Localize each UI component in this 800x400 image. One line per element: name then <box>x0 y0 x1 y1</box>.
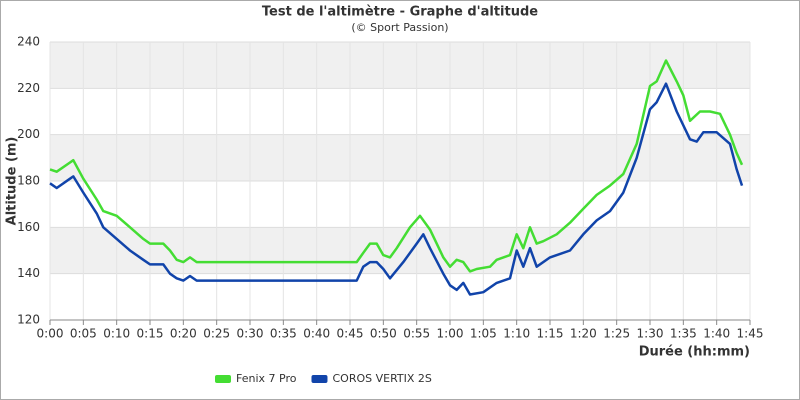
x-tick-label: 0:30 <box>237 327 264 341</box>
legend-swatch <box>215 375 231 383</box>
legend-swatch <box>311 375 328 383</box>
y-tick-label: 220 <box>17 81 40 95</box>
y-axis-title: Altitude (m) <box>5 137 20 226</box>
x-tick-label: 1:20 <box>570 327 597 341</box>
y-tick-label: 160 <box>17 220 40 234</box>
legend-label: COROS VERTIX 2S <box>332 372 431 385</box>
x-axis-title: Durée (hh:mm) <box>639 345 750 360</box>
x-tick-label: 0:10 <box>103 327 130 341</box>
y-tick-label: 180 <box>17 174 40 188</box>
x-tick-label: 0:45 <box>337 327 364 341</box>
grid-band <box>50 42 750 89</box>
x-tick-label: 1:40 <box>703 327 730 341</box>
plot-background <box>50 42 750 274</box>
y-tick-label: 120 <box>17 313 40 327</box>
y-tick-label: 240 <box>17 35 40 49</box>
x-tick-label: 0:50 <box>370 327 397 341</box>
y-tick-label: 200 <box>17 127 40 141</box>
x-tick-label: 1:15 <box>537 327 564 341</box>
series-line <box>49 82 744 296</box>
x-tick-label: 0:15 <box>137 327 164 341</box>
x-tick-label: 1:30 <box>637 327 664 341</box>
x-tick-label: 0:55 <box>403 327 430 341</box>
x-tick-label: 0:00 <box>37 327 64 341</box>
grid-band <box>50 134 750 181</box>
x-tick-label: 1:25 <box>603 327 630 341</box>
x-tick-label: 1:35 <box>670 327 697 341</box>
x-tick-label: 0:05 <box>70 327 97 341</box>
legend-label: Fenix 7 Pro <box>236 372 297 385</box>
x-tick-label: 1:10 <box>503 327 530 341</box>
x-tick-label: 0:40 <box>303 327 330 341</box>
chart-title: Test de l'altimètre - Graphe d'altitude <box>262 5 538 20</box>
x-tick-label: 1:05 <box>470 327 497 341</box>
chart-subtitle: (© Sport Passion) <box>351 21 448 34</box>
series-line <box>49 59 744 273</box>
x-tick-label: 0:20 <box>170 327 197 341</box>
y-tick-label: 140 <box>17 266 40 280</box>
x-tick-label: 0:35 <box>270 327 297 341</box>
x-tick-label: 1:45 <box>737 327 764 341</box>
x-tick-label: 0:25 <box>203 327 230 341</box>
x-tick-label: 1:00 <box>437 327 464 341</box>
